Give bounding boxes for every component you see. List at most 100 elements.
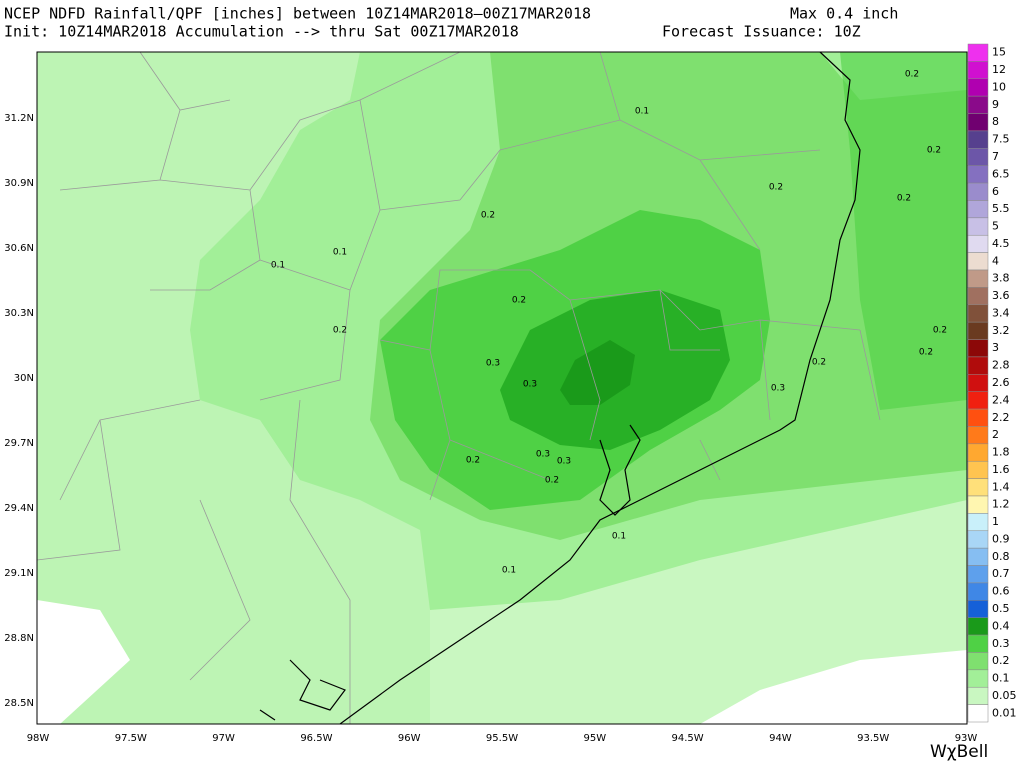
colorbar-label: 1.6 bbox=[992, 463, 1010, 476]
colorbar-cell bbox=[967, 460, 989, 479]
colorbar-label: 3.2 bbox=[992, 324, 1010, 337]
lat-label: 28.8N bbox=[4, 633, 34, 644]
lat-label: 30.3N bbox=[4, 308, 34, 319]
colorbar-cell bbox=[967, 582, 989, 601]
colorbar-cell bbox=[967, 165, 989, 184]
colorbar-cell bbox=[967, 565, 989, 584]
lat-label: 30.6N bbox=[4, 243, 34, 254]
colorbar-cell bbox=[967, 234, 989, 253]
contour-label: 0.1 bbox=[635, 107, 649, 117]
colorbar-cell bbox=[967, 600, 989, 618]
colorbar-label: 3 bbox=[992, 341, 999, 354]
colorbar-label: 1.4 bbox=[992, 480, 1010, 493]
colorbar-label: 2 bbox=[992, 428, 999, 441]
colorbar-label: 0.8 bbox=[992, 550, 1010, 563]
lon-label: 93.5W bbox=[857, 733, 889, 744]
colorbar-cell bbox=[967, 200, 989, 219]
colorbar-label: 1.8 bbox=[992, 446, 1010, 459]
contour-label: 0.2 bbox=[897, 194, 911, 204]
lat-label: 29.7N bbox=[4, 438, 34, 449]
colorbar-label: 4.5 bbox=[992, 237, 1010, 250]
lon-label: 94W bbox=[769, 733, 792, 744]
colorbar-cell bbox=[967, 617, 989, 636]
colorbar-cell bbox=[967, 339, 989, 358]
colorbar-label: 6.5 bbox=[992, 167, 1010, 180]
lon-label: 95W bbox=[583, 733, 606, 744]
area-none bbox=[37, 600, 130, 724]
colorbar-cell bbox=[967, 634, 989, 653]
colorbar-label: 2.2 bbox=[992, 411, 1010, 424]
colorbar-cell bbox=[967, 287, 989, 306]
county-lines bbox=[36, 51, 881, 724]
colorbar-label: 3.4 bbox=[992, 306, 1010, 319]
colorbar-cell bbox=[967, 513, 989, 532]
colorbar-label: 3.8 bbox=[992, 272, 1010, 285]
contour-label: 0.2 bbox=[333, 326, 347, 336]
lon-label: 96.5W bbox=[300, 733, 332, 744]
colorbar-cell bbox=[967, 113, 989, 132]
colorbar-label: 0.2 bbox=[992, 654, 1010, 667]
colorbar-label: 0.9 bbox=[992, 532, 1010, 545]
header-title: NCEP NDFD Rainfall/QPF [inches] between … bbox=[4, 5, 591, 23]
colorbar-cell bbox=[967, 252, 989, 271]
contour-label: 0.3 bbox=[557, 457, 571, 467]
contour-label: 0.3 bbox=[536, 450, 550, 460]
colorbar-cell bbox=[967, 530, 989, 549]
colorbar-label: 0.5 bbox=[992, 602, 1010, 615]
lat-label: 28.5N bbox=[4, 698, 34, 709]
contour-label: 0.2 bbox=[927, 146, 941, 156]
contour-label: 0.2 bbox=[481, 211, 495, 221]
colorbar-label: 7.5 bbox=[992, 133, 1010, 146]
contour-label: 0.2 bbox=[905, 70, 919, 80]
colorbar-cell bbox=[967, 426, 989, 445]
colorbar-label: 2.4 bbox=[992, 393, 1010, 406]
colorbar-label: 15 bbox=[992, 46, 1006, 59]
contour-label: 0.2 bbox=[933, 326, 947, 336]
colorbar-cell bbox=[967, 443, 989, 462]
colorbar-cell bbox=[967, 495, 989, 514]
colorbar-cell bbox=[967, 374, 989, 392]
lat-label: 30N bbox=[14, 373, 34, 384]
colorbar-label: 7 bbox=[992, 150, 999, 163]
colorbar-cell bbox=[967, 704, 989, 723]
colorbar-cell bbox=[967, 686, 989, 705]
colorbar-label: 9 bbox=[992, 98, 999, 111]
colorbar-label: 6 bbox=[992, 185, 999, 198]
lon-label: 96W bbox=[398, 733, 421, 744]
contour-label: 0.2 bbox=[512, 296, 526, 306]
lat-label: 29.4N bbox=[4, 503, 34, 514]
colorbar-cell bbox=[967, 95, 989, 114]
lon-label: 97W bbox=[212, 733, 235, 744]
colorbar-label: 0.1 bbox=[992, 672, 1010, 685]
colorbar-label: 0.6 bbox=[992, 585, 1010, 598]
colorbar-label: 5 bbox=[992, 220, 999, 233]
header-init: Init: 10Z14MAR2018 Accumulation --> thru… bbox=[4, 23, 519, 41]
contour-label: 0.3 bbox=[523, 380, 537, 390]
contour-label: 0.3 bbox=[771, 384, 785, 394]
colorbar-label: 4 bbox=[992, 254, 999, 267]
contour-label: 0.1 bbox=[333, 248, 347, 258]
colorbar-cell bbox=[967, 217, 989, 236]
colorbar-label: 12 bbox=[992, 63, 1006, 76]
colorbar-label: 0.3 bbox=[992, 637, 1010, 650]
colorbar-label: 2.8 bbox=[992, 359, 1010, 372]
lon-label: 97.5W bbox=[115, 733, 147, 744]
colorbar-cell bbox=[967, 391, 989, 410]
map bbox=[36, 51, 968, 725]
lon-label: 98W bbox=[27, 733, 50, 744]
contour-label: 0.2 bbox=[545, 476, 559, 486]
colorbar-cell bbox=[967, 478, 989, 497]
area-none bbox=[700, 650, 967, 724]
colorbar-cell bbox=[967, 130, 989, 149]
contour-label: 0.1 bbox=[502, 566, 516, 576]
contour-label: 0.2 bbox=[919, 348, 933, 358]
colorbar-cell bbox=[967, 182, 989, 201]
lat-label: 30.9N bbox=[4, 178, 34, 189]
colorbar-cell bbox=[967, 304, 989, 323]
colorbar-label: 10 bbox=[992, 80, 1006, 93]
lat-label: 31.2N bbox=[4, 113, 34, 124]
header-max: Max 0.4 inch bbox=[790, 5, 898, 23]
header-issuance: Forecast Issuance: 10Z bbox=[662, 23, 861, 41]
contour-label: 0.1 bbox=[271, 261, 285, 271]
colorbar-cell bbox=[967, 269, 989, 288]
